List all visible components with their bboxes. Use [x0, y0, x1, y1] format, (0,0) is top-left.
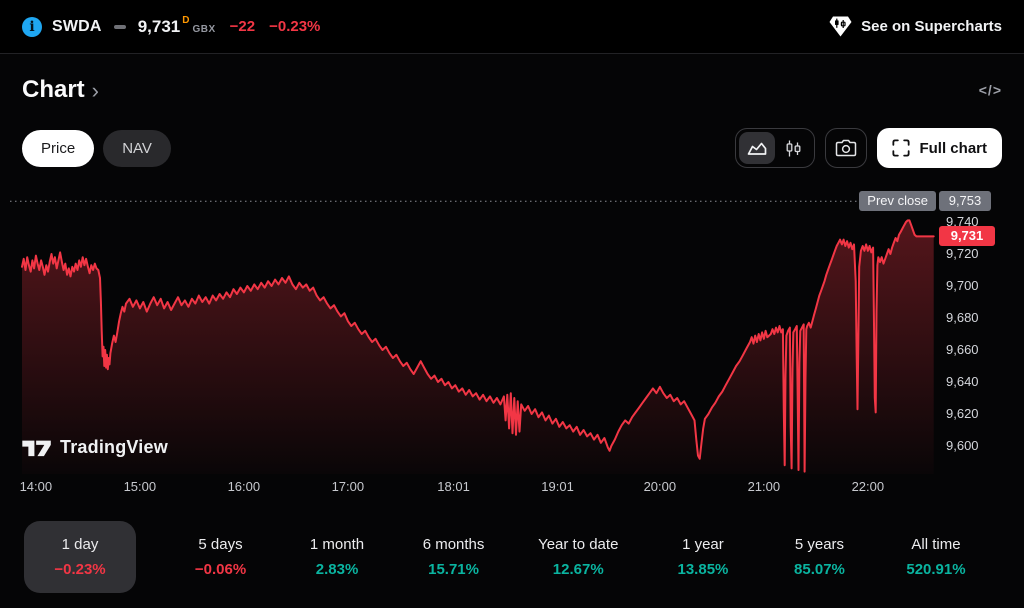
last-price-badge: 9,731: [939, 226, 995, 246]
price-tick-label: 9,640: [946, 374, 979, 389]
price-tick-label: 9,720: [946, 246, 979, 261]
embed-code-icon[interactable]: </>: [978, 82, 1002, 98]
time-tick-label: 14:00: [19, 479, 53, 494]
candlestick-icon: [786, 140, 801, 156]
controls-row: Price NAV: [0, 104, 1024, 168]
chevron-right-icon: ›: [91, 78, 99, 103]
chart-tools: Full chart: [735, 128, 1002, 168]
symbol-title: SWDA: [52, 17, 102, 35]
area-chart-icon: [748, 142, 767, 155]
range-button-5-years[interactable]: 5 years 85.07%: [787, 521, 851, 593]
price-area-fill: [22, 220, 934, 474]
range-button-1-day[interactable]: 1 day −0.23%: [24, 521, 136, 593]
time-tick-label: 19:01: [541, 479, 574, 494]
range-button-1-year[interactable]: 1 year 13.85%: [671, 521, 735, 593]
time-tick-label: 18:01: [437, 479, 470, 494]
price-line-chart[interactable]: [0, 189, 1024, 474]
supercharts-diamond-icon: [829, 16, 852, 37]
price-change: −22: [229, 18, 256, 35]
candlestick-chart-button[interactable]: [775, 132, 811, 164]
time-tick-label: 20:00: [643, 479, 677, 494]
tradingview-logo-icon: [22, 440, 51, 457]
snapshot-button[interactable]: [825, 128, 868, 168]
full-chart-button[interactable]: Full chart: [877, 128, 1002, 168]
range-button-all-time[interactable]: All time 520.91%: [904, 521, 968, 593]
price-tick-label: 9,700: [946, 278, 979, 293]
chart-type-toggle: [735, 128, 816, 168]
price-tick-label: 9,740: [946, 214, 979, 229]
currency-label: GBX: [192, 23, 216, 35]
range-button-6-months[interactable]: 6 months 15.71%: [422, 521, 486, 593]
time-tick-label: 22:00: [851, 479, 885, 494]
symbol-header: i SWDA 9,731 DGBX −22 −0.23% See on Super…: [0, 0, 1024, 54]
range-button-1-month[interactable]: 1 month 2.83%: [305, 521, 369, 593]
range-selector: 1 day −0.23% 5 days −0.06% 1 month 2.83%…: [0, 521, 1024, 593]
tradingview-watermark-label: TradingView: [60, 437, 168, 457]
chart-area: 9,740 9,720 9,700 9,680 9,660 9,640 9,620 9,600…: [0, 189, 1024, 474]
price-tick-label: 9,600: [946, 438, 979, 453]
price-tick-label: 9,680: [946, 310, 979, 325]
time-tick-label: 16:00: [227, 479, 261, 494]
prev-close-value-badge: 9,753: [939, 191, 991, 211]
range-button-year-to-date[interactable]: Year to date 12.67%: [538, 521, 618, 593]
prev-close-label-badge: Prev close: [859, 191, 936, 211]
supercharts-link[interactable]: See on Supercharts: [829, 16, 1002, 37]
price-line: [21, 219, 935, 473]
price-change-percent: −0.23%: [269, 18, 321, 35]
price-tick-label: 9,620: [946, 406, 979, 421]
time-axis: 14:00 15:00 16:00 17:00 18:01 19:01 20:00 21:00…: [0, 474, 1024, 500]
fullscreen-icon: [892, 139, 911, 157]
range-button-5-days[interactable]: 5 days −0.06%: [189, 521, 253, 593]
price-tab-button[interactable]: Price: [22, 129, 95, 167]
page-title[interactable]: Chart ›: [22, 76, 99, 103]
time-tick-label: 17:00: [331, 479, 365, 494]
camera-icon: [836, 139, 857, 157]
info-icon[interactable]: i: [22, 16, 42, 37]
price-group: 9,731 DGBX: [137, 14, 216, 37]
tradingview-watermark[interactable]: TradingView: [22, 437, 168, 458]
nav-tab-button[interactable]: NAV: [103, 129, 171, 167]
market-status-dash-icon: [113, 24, 126, 29]
price-tick-label: 9,660: [946, 342, 979, 357]
interval-badge: D: [182, 14, 190, 26]
supercharts-label: See on Supercharts: [861, 18, 1002, 35]
section-header: Chart › </>: [0, 54, 1024, 104]
last-price: 9,731: [137, 16, 181, 36]
time-tick-label: 15:00: [123, 479, 157, 494]
time-tick-label: 21:00: [747, 479, 781, 494]
full-chart-label: Full chart: [919, 139, 987, 157]
area-chart-button[interactable]: [739, 132, 776, 164]
